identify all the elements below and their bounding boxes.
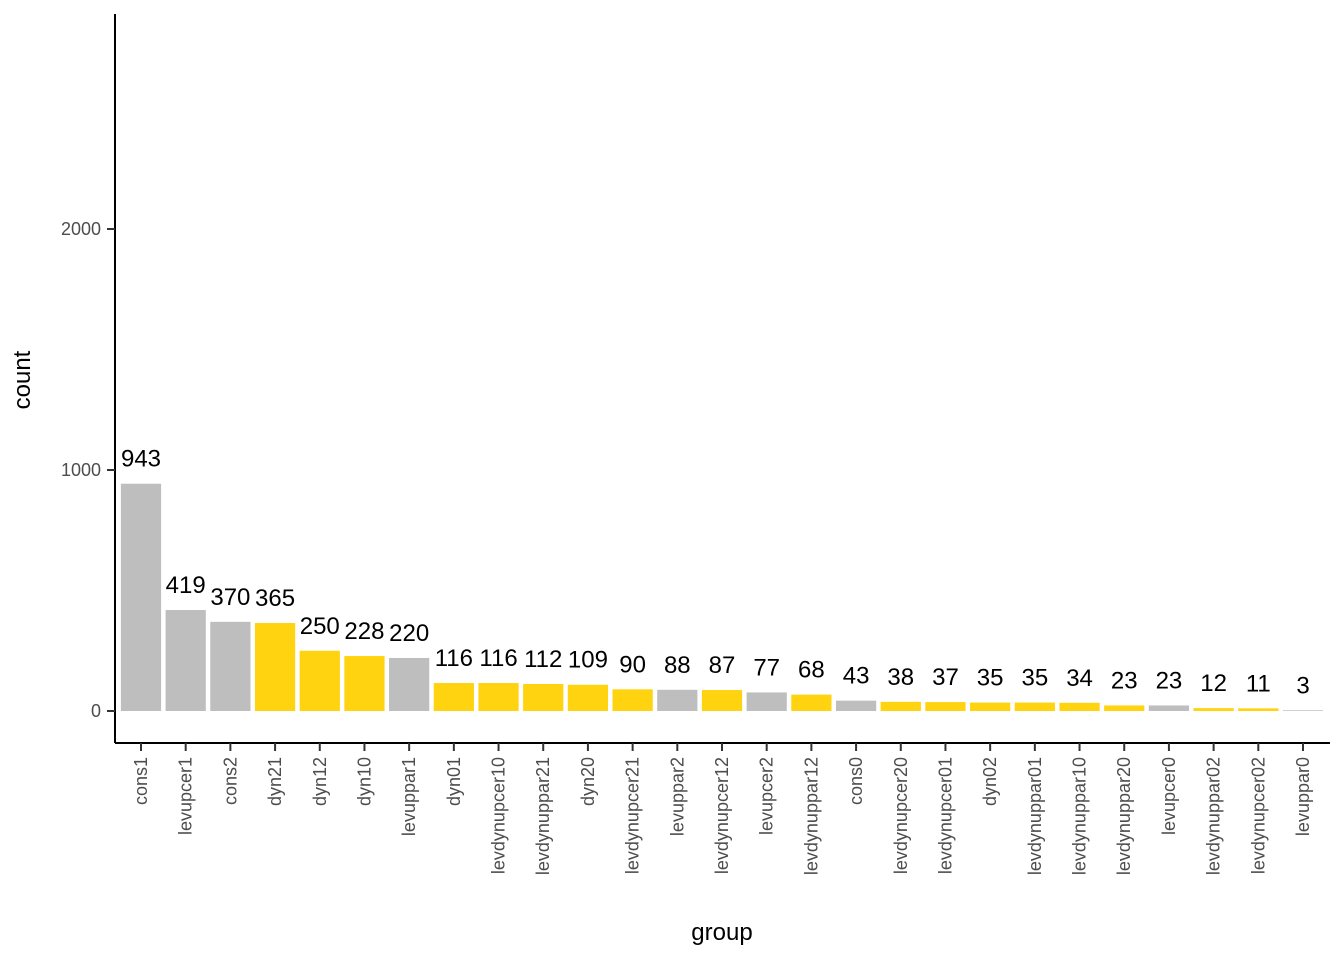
bar-dyn01	[433, 683, 474, 711]
x-tick-label-levuppar0: levuppar0	[1293, 757, 1313, 836]
data-label-levupcer0: 23	[1156, 667, 1183, 694]
x-axis-title: group	[691, 919, 752, 946]
x-tick-label-levdynupcer02: levdynupcer02	[1248, 757, 1268, 874]
x-tick-label-levdynupcer12: levdynupcer12	[712, 757, 732, 874]
bar-levdynupcer12	[701, 690, 743, 711]
y-tick-label-2000: 2000	[61, 219, 101, 239]
data-label-cons2: 370	[210, 584, 250, 611]
data-label-dyn20: 109	[568, 647, 608, 674]
x-tick-label-cons1: cons1	[131, 757, 151, 805]
x-tick-label-levdynuppar12: levdynuppar12	[801, 757, 821, 875]
data-label-levdynuppar02: 12	[1200, 670, 1227, 697]
bar-dyn21	[254, 623, 296, 711]
x-tick-label-levdynuppar01: levdynuppar01	[1025, 757, 1045, 875]
bar-levdynuppar02	[1193, 708, 1234, 711]
data-label-dyn01: 116	[435, 645, 473, 672]
bar-levdynupcer02	[1238, 708, 1279, 711]
bar-levuppar1	[389, 657, 430, 711]
bar-dyn12	[299, 650, 340, 711]
bar-cons1	[120, 483, 162, 711]
data-label-dyn21: 365	[255, 585, 295, 612]
bar-levdynuppar21	[523, 684, 564, 711]
bar-levdynuppar01	[1014, 702, 1055, 711]
x-tick-label-levupcer2: levupcer2	[757, 757, 777, 835]
x-tick-label-levuppar2: levuppar2	[667, 757, 687, 836]
data-label-levupcer2: 77	[753, 654, 780, 681]
x-ticks-layer: cons1 levupcer1 cons2 dyn21 dyn12 dyn10 levupp…	[131, 743, 1313, 875]
x-tick-label-levdynuppar21: levdynuppar21	[533, 757, 553, 875]
data-label-levdynupcer20: 38	[887, 664, 914, 691]
bars-layer	[120, 483, 1324, 711]
bar-levdynuppar12	[791, 694, 832, 711]
x-tick-label-cons2: cons2	[220, 757, 240, 805]
x-tick-label-levdynuppar02: levdynuppar02	[1204, 757, 1224, 875]
data-label-dyn02: 35	[977, 665, 1004, 692]
bar-levdynupcer01	[925, 702, 966, 711]
bar-levdynupcer20	[880, 701, 921, 711]
data-label-levuppar0: 3	[1296, 672, 1309, 699]
data-label-levdynupcer01: 37	[932, 664, 959, 691]
data-label-levdynupcer02: 11	[1246, 670, 1271, 697]
bar-levupcer1	[165, 610, 206, 711]
x-tick-label-dyn21: dyn21	[265, 757, 285, 806]
bar-dyn02	[970, 702, 1011, 711]
data-label-levuppar1: 220	[389, 620, 429, 647]
x-tick-label-levdynupcer20: levdynupcer20	[891, 757, 911, 874]
x-tick-label-levdynupcer10: levdynupcer10	[489, 757, 509, 874]
bar-levupcer0	[1148, 705, 1190, 711]
x-tick-label-dyn20: dyn20	[578, 757, 598, 806]
data-label-cons0: 43	[843, 663, 870, 690]
data-label-levdynuppar01: 35	[1021, 665, 1048, 692]
data-label-levdynupcer21: 90	[619, 651, 646, 678]
bar-dyn10	[344, 656, 385, 711]
x-tick-label-dyn01: dyn01	[444, 757, 464, 806]
bar-cons2	[210, 621, 251, 711]
y-ticks-layer: 0 1000 2000	[61, 219, 115, 721]
data-label-levupcer1: 419	[166, 572, 206, 599]
data-label-levdynuppar20: 23	[1111, 667, 1138, 694]
data-label-levuppar2: 88	[664, 652, 691, 679]
x-tick-label-dyn10: dyn10	[354, 757, 374, 806]
x-tick-label-levdynuppar10: levdynuppar10	[1070, 757, 1090, 875]
bar-levdynupcer10	[478, 683, 519, 711]
bar-levdynuppar20	[1104, 705, 1145, 711]
data-label-levdynupcer12: 87	[709, 652, 736, 679]
x-tick-label-levdynupcer21: levdynupcer21	[623, 757, 643, 874]
data-label-levdynuppar21: 112	[524, 646, 562, 673]
data-label-levdynuppar10: 34	[1066, 665, 1093, 692]
x-tick-label-dyn12: dyn12	[310, 757, 330, 806]
bar-levuppar2	[657, 689, 698, 711]
y-tick-label-0: 0	[91, 701, 101, 721]
bar-levuppar0	[1282, 710, 1324, 711]
data-label-levdynupcer10: 116	[479, 645, 517, 672]
data-label-dyn10: 228	[344, 618, 384, 645]
x-tick-label-cons0: cons0	[846, 757, 866, 805]
data-label-cons1: 943	[121, 446, 161, 473]
x-tick-label-dyn02: dyn02	[980, 757, 1000, 806]
x-tick-label-levupcer0: levupcer0	[1159, 757, 1179, 835]
bar-levdynuppar10	[1059, 702, 1100, 711]
x-tick-label-levuppar1: levuppar1	[399, 757, 419, 836]
y-tick-label-1000: 1000	[61, 460, 101, 480]
x-tick-label-levdynupcer01: levdynupcer01	[935, 757, 955, 874]
data-label-dyn12: 250	[300, 613, 340, 640]
x-tick-label-levupcer1: levupcer1	[176, 757, 196, 835]
y-axis-title: count	[9, 350, 36, 409]
bar-levupcer2	[746, 692, 787, 711]
bar-cons0	[835, 700, 877, 711]
data-label-levdynuppar12: 68	[798, 657, 825, 684]
bar-levdynupcer21	[612, 689, 653, 711]
x-tick-label-levdynuppar20: levdynuppar20	[1114, 757, 1134, 875]
bar-dyn20	[567, 684, 609, 711]
